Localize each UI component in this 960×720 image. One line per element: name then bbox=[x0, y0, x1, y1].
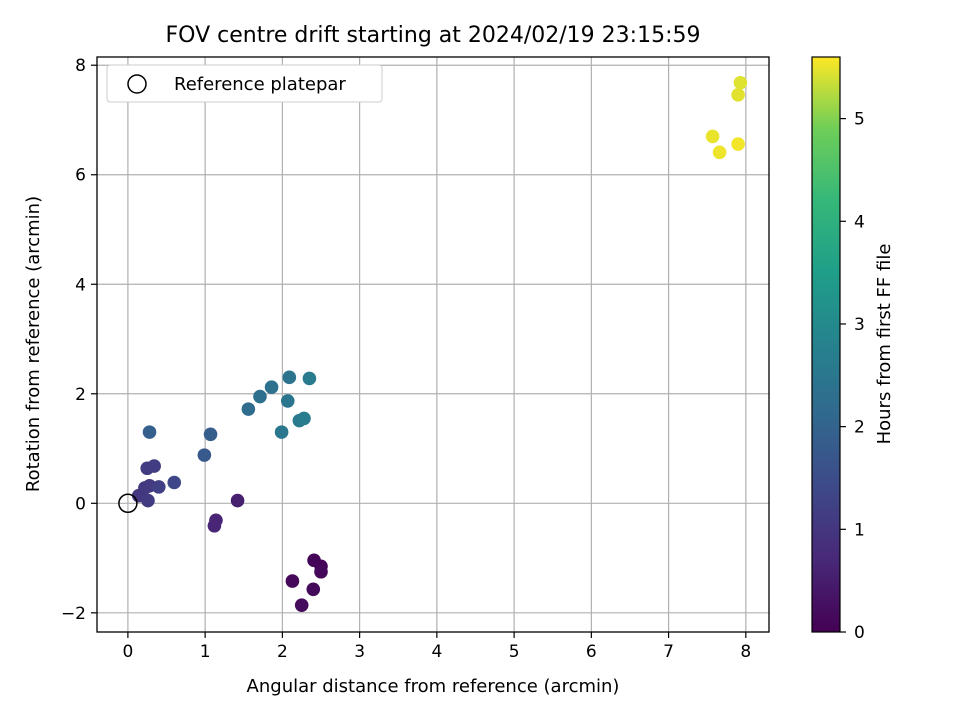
y-tick-label: 6 bbox=[75, 166, 86, 186]
x-tick-label: 3 bbox=[354, 642, 365, 662]
y-tick-label: 8 bbox=[75, 56, 86, 76]
legend: Reference platepar bbox=[106, 64, 383, 103]
scatter-point bbox=[197, 448, 212, 462]
scatter-point bbox=[302, 371, 317, 386]
x-axis-label: Angular distance from reference (arcmin) bbox=[247, 676, 620, 697]
x-tick-label: 0 bbox=[122, 642, 133, 662]
scatter-point bbox=[241, 402, 256, 416]
y-tick-label: 4 bbox=[75, 275, 86, 295]
scatter-point bbox=[712, 145, 727, 160]
colorbar bbox=[811, 56, 841, 633]
colorbar-label: Hours from first FF file bbox=[874, 244, 895, 445]
scatter-point bbox=[230, 493, 245, 508]
scatter-point bbox=[264, 380, 279, 395]
x-tick-label: 2 bbox=[277, 642, 288, 662]
grid-lines bbox=[97, 57, 769, 632]
y-tick-label: 0 bbox=[75, 494, 86, 514]
scatter-point bbox=[142, 425, 157, 439]
scatter-point bbox=[297, 411, 311, 426]
scatter-point bbox=[207, 518, 222, 533]
scatter-point bbox=[731, 87, 745, 102]
plot-frame bbox=[96, 56, 770, 633]
x-tick-label: 6 bbox=[586, 642, 597, 662]
scatter-point bbox=[141, 493, 155, 508]
colorbar-tick-label: 1 bbox=[854, 520, 865, 540]
y-axis-ticks: −2 0 2 4 6 8 bbox=[61, 56, 97, 624]
chart-title: FOV centre drift starting at 2024/02/19 … bbox=[166, 23, 701, 48]
scatter-point bbox=[147, 459, 161, 473]
x-tick-label: 5 bbox=[509, 642, 520, 662]
data-points bbox=[131, 75, 748, 612]
colorbar-tick-label: 4 bbox=[854, 212, 865, 232]
colorbar-tick-label: 3 bbox=[854, 315, 865, 335]
legend-label: Reference platepar bbox=[174, 74, 346, 95]
colorbar-tick-label: 5 bbox=[854, 110, 865, 130]
scatter-point bbox=[285, 574, 300, 588]
scatter-point bbox=[733, 75, 748, 90]
scatter-point bbox=[294, 598, 309, 612]
x-axis-ticks: 0 1 2 3 4 5 6 7 8 bbox=[122, 632, 751, 662]
colorbar-tick-label: 2 bbox=[854, 418, 865, 438]
x-tick-label: 1 bbox=[200, 642, 211, 662]
y-tick-label: −2 bbox=[61, 604, 86, 624]
scatter-point bbox=[280, 394, 295, 408]
x-tick-label: 8 bbox=[740, 642, 751, 662]
reference-marker bbox=[118, 493, 138, 514]
scatter-point bbox=[253, 389, 267, 404]
y-tick-label: 2 bbox=[75, 385, 86, 405]
y-axis-label: Rotation from reference (arcmin) bbox=[23, 196, 44, 492]
scatter-point bbox=[151, 480, 166, 494]
legend-box bbox=[106, 64, 383, 103]
scatter-point bbox=[203, 427, 218, 442]
scatter-point bbox=[274, 425, 289, 439]
scatter-point bbox=[282, 370, 297, 385]
x-tick-label: 7 bbox=[663, 642, 674, 662]
scatter-point bbox=[306, 582, 321, 597]
legend-marker bbox=[127, 74, 147, 94]
colorbar-tick-label: 0 bbox=[854, 623, 865, 643]
colorbar-ticks: 0 1 2 3 4 5 bbox=[840, 110, 865, 643]
scatter-point bbox=[705, 129, 720, 144]
scatter-point bbox=[731, 137, 745, 151]
x-tick-label: 4 bbox=[431, 642, 442, 662]
scatter-point bbox=[167, 475, 182, 490]
scatter-point bbox=[314, 564, 328, 579]
